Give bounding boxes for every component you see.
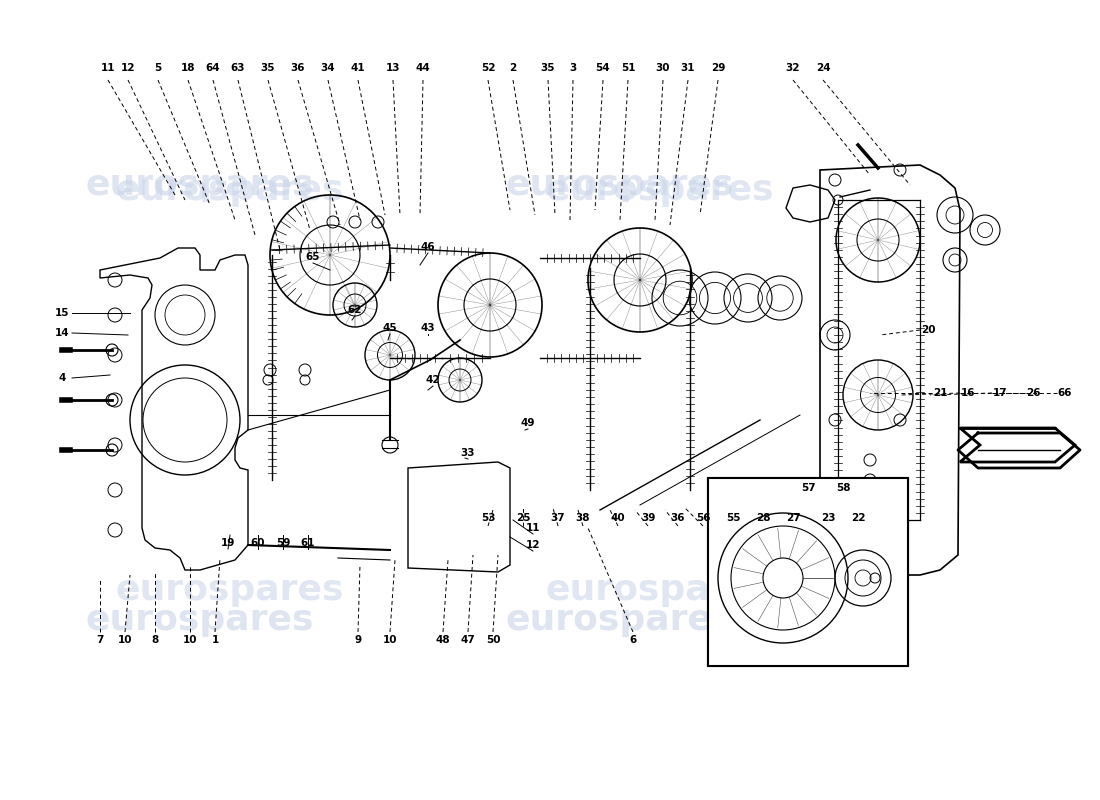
Text: eurospares: eurospares bbox=[506, 168, 735, 202]
Text: 38: 38 bbox=[575, 513, 591, 523]
Text: eurospares: eurospares bbox=[546, 173, 774, 207]
Text: 60: 60 bbox=[251, 538, 265, 548]
Text: 54: 54 bbox=[596, 63, 611, 73]
Text: 40: 40 bbox=[610, 513, 625, 523]
Text: 23: 23 bbox=[821, 513, 835, 523]
Text: 30: 30 bbox=[656, 63, 670, 73]
Text: 14: 14 bbox=[55, 328, 69, 338]
Text: 57: 57 bbox=[801, 483, 815, 493]
Text: 31: 31 bbox=[681, 63, 695, 73]
Text: 19: 19 bbox=[221, 538, 235, 548]
Bar bbox=[708, 478, 907, 666]
Text: 12: 12 bbox=[121, 63, 135, 73]
Text: 35: 35 bbox=[541, 63, 556, 73]
Text: 9: 9 bbox=[354, 635, 362, 645]
Text: 52: 52 bbox=[481, 63, 495, 73]
Text: 37: 37 bbox=[551, 513, 565, 523]
Text: 25: 25 bbox=[516, 513, 530, 523]
Text: 12: 12 bbox=[526, 540, 540, 550]
Text: 36: 36 bbox=[671, 513, 685, 523]
Text: 27: 27 bbox=[785, 513, 801, 523]
Text: 35: 35 bbox=[261, 63, 275, 73]
Text: 45: 45 bbox=[383, 323, 397, 333]
Text: 62: 62 bbox=[348, 305, 362, 315]
Text: 53: 53 bbox=[481, 513, 495, 523]
Text: 51: 51 bbox=[620, 63, 636, 73]
Text: 44: 44 bbox=[416, 63, 430, 73]
Text: 32: 32 bbox=[785, 63, 801, 73]
Text: 10: 10 bbox=[183, 635, 197, 645]
Text: 56: 56 bbox=[695, 513, 711, 523]
Text: 21: 21 bbox=[933, 388, 947, 398]
Text: 26: 26 bbox=[1025, 388, 1041, 398]
Text: 63: 63 bbox=[231, 63, 245, 73]
Text: 66: 66 bbox=[1058, 388, 1072, 398]
Text: 43: 43 bbox=[420, 323, 436, 333]
Text: 48: 48 bbox=[436, 635, 450, 645]
Text: 8: 8 bbox=[152, 635, 158, 645]
Text: 29: 29 bbox=[711, 63, 725, 73]
Text: eurospares: eurospares bbox=[116, 173, 344, 207]
Text: 4: 4 bbox=[58, 373, 66, 383]
Text: 11: 11 bbox=[526, 523, 540, 533]
Text: 42: 42 bbox=[426, 375, 440, 385]
Bar bbox=[708, 478, 907, 666]
Text: 15: 15 bbox=[55, 308, 69, 318]
Text: 59: 59 bbox=[276, 538, 290, 548]
Text: 3: 3 bbox=[570, 63, 576, 73]
Text: 55: 55 bbox=[726, 513, 740, 523]
Text: 46: 46 bbox=[420, 242, 436, 252]
Text: 20: 20 bbox=[921, 325, 935, 335]
Text: 47: 47 bbox=[461, 635, 475, 645]
Text: 17: 17 bbox=[992, 388, 1008, 398]
Text: 6: 6 bbox=[629, 635, 637, 645]
Text: eurospares: eurospares bbox=[116, 573, 344, 607]
Text: 58: 58 bbox=[836, 483, 850, 493]
Text: 16: 16 bbox=[960, 388, 976, 398]
Text: 7: 7 bbox=[97, 635, 103, 645]
Text: 65: 65 bbox=[306, 252, 320, 262]
Text: 39: 39 bbox=[641, 513, 656, 523]
Text: 22: 22 bbox=[850, 513, 866, 523]
Text: eurospares: eurospares bbox=[546, 573, 774, 607]
Text: 36: 36 bbox=[290, 63, 306, 73]
Text: 24: 24 bbox=[816, 63, 831, 73]
Text: 5: 5 bbox=[154, 63, 162, 73]
Text: 64: 64 bbox=[206, 63, 220, 73]
Text: 10: 10 bbox=[118, 635, 132, 645]
Text: 10: 10 bbox=[383, 635, 397, 645]
Text: eurospares: eurospares bbox=[86, 603, 315, 637]
Text: 61: 61 bbox=[300, 538, 316, 548]
Text: 2: 2 bbox=[509, 63, 517, 73]
Text: 34: 34 bbox=[321, 63, 336, 73]
Text: 50: 50 bbox=[486, 635, 500, 645]
Text: eurospares: eurospares bbox=[86, 168, 315, 202]
Text: 49: 49 bbox=[520, 418, 536, 428]
Text: 33: 33 bbox=[461, 448, 475, 458]
Text: 1: 1 bbox=[211, 635, 219, 645]
Text: 13: 13 bbox=[386, 63, 400, 73]
Text: 11: 11 bbox=[101, 63, 116, 73]
Text: eurospares: eurospares bbox=[506, 603, 735, 637]
Text: 28: 28 bbox=[756, 513, 770, 523]
Text: 41: 41 bbox=[351, 63, 365, 73]
Text: 18: 18 bbox=[180, 63, 196, 73]
